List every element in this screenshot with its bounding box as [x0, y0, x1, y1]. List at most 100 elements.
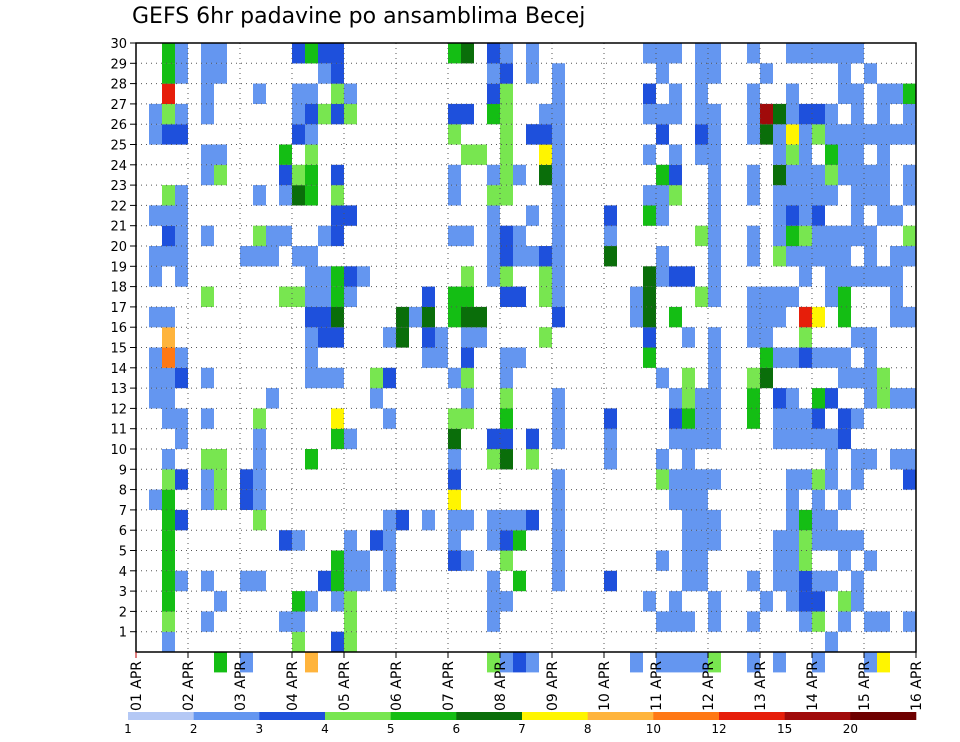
heatmap-cell	[669, 591, 682, 612]
x-tick-label: 13 APR	[753, 661, 769, 711]
heatmap-cell	[201, 469, 214, 490]
heatmap-cell	[786, 103, 799, 125]
heatmap-cell	[552, 509, 565, 531]
heatmap-cell	[201, 408, 214, 429]
heatmap-cell	[708, 63, 721, 84]
heatmap-cell	[552, 124, 565, 145]
heatmap-cell	[682, 489, 695, 510]
heatmap-cell	[448, 509, 461, 531]
heatmap-cell	[877, 124, 890, 145]
heatmap-cell	[552, 63, 565, 84]
heatmap-cell	[396, 327, 409, 348]
x-tick-label: 16 APR	[909, 661, 925, 711]
heatmap-cell	[149, 266, 162, 287]
heatmap-cell	[825, 124, 838, 145]
x-tick-label: 05 APR	[337, 661, 353, 711]
heatmap-cell	[786, 570, 799, 592]
heatmap-cell	[253, 489, 266, 510]
heatmap-cell	[318, 266, 331, 287]
heatmap-cell	[383, 570, 396, 592]
heatmap-cell	[370, 367, 383, 389]
heatmap-cell	[331, 550, 344, 571]
heatmap-cell	[812, 611, 825, 632]
heatmap-cell	[357, 570, 370, 592]
heatmap-cell	[851, 591, 864, 612]
heatmap-cell	[630, 286, 643, 307]
heatmap-cell	[812, 591, 825, 612]
heatmap-cell	[786, 185, 799, 206]
heatmap-cell	[240, 246, 253, 267]
heatmap-cell	[812, 103, 825, 125]
grid-lines	[136, 42, 916, 652]
y-tick-label: 21	[110, 220, 127, 235]
heatmap-cell	[214, 144, 227, 165]
heatmap-cell	[838, 591, 851, 612]
heatmap-cell	[903, 449, 916, 470]
heatmap-cell	[604, 246, 617, 267]
heatmap-cell	[812, 164, 825, 186]
heatmap-cell	[747, 570, 760, 592]
heatmap-cell	[435, 347, 448, 368]
heatmap-cell	[162, 327, 175, 348]
heatmap-cell	[825, 266, 838, 287]
heatmap-cell	[851, 103, 864, 125]
heatmap-cell	[903, 388, 916, 409]
heatmap-cell	[422, 306, 435, 328]
heatmap-cell	[669, 266, 682, 287]
x-tick-label: 09 APR	[545, 661, 561, 711]
heatmap-cell	[877, 367, 890, 389]
heatmap-cell	[747, 367, 760, 389]
heatmap-cell	[825, 631, 838, 653]
heatmap-cell	[812, 347, 825, 368]
heatmap-cell	[669, 164, 682, 186]
heatmap-cell	[422, 509, 435, 531]
heatmap-cell	[643, 144, 656, 165]
heatmap-cell	[773, 164, 786, 186]
heatmap-cell	[669, 83, 682, 104]
heatmap-cell	[851, 327, 864, 348]
heatmap-cell	[838, 266, 851, 287]
heatmap-cell	[812, 225, 825, 247]
heatmap-cell	[825, 225, 838, 247]
heatmap-cell	[162, 185, 175, 206]
heatmap-cell	[552, 225, 565, 247]
heatmap-cell	[643, 286, 656, 307]
heatmap-cell	[383, 509, 396, 531]
heatmap-cell	[201, 144, 214, 165]
y-tick-label: 13	[110, 382, 127, 397]
heatmap-cell	[149, 367, 162, 389]
heatmap-cell	[825, 286, 838, 307]
heatmap-cell	[500, 124, 513, 145]
heatmap-cell	[487, 185, 500, 206]
heatmap-cell	[786, 550, 799, 571]
heatmap-cell	[500, 347, 513, 368]
heatmap-cell	[799, 225, 812, 247]
heatmap-cell	[344, 266, 357, 287]
heatmap-cell	[786, 489, 799, 510]
heatmap-cell	[656, 164, 669, 186]
heatmap-cell	[331, 367, 344, 389]
heatmap-cell	[162, 570, 175, 592]
heatmap-cell	[461, 408, 474, 429]
heatmap-cell	[279, 185, 292, 206]
heatmap-cell	[773, 144, 786, 165]
heatmap-cell	[786, 286, 799, 307]
heatmap-cell	[344, 428, 357, 450]
heatmap-cell	[448, 306, 461, 328]
heatmap-cell	[487, 43, 500, 64]
heatmap-cell	[656, 652, 669, 673]
heatmap-cell	[799, 347, 812, 368]
heatmap-cell	[825, 469, 838, 490]
heatmap-cell	[162, 43, 175, 64]
heatmap-cell	[318, 570, 331, 592]
heatmap-cell	[773, 428, 786, 450]
heatmap-cell	[656, 449, 669, 470]
heatmap-cell	[292, 124, 305, 145]
heatmap-cell	[812, 570, 825, 592]
heatmap-cell	[812, 469, 825, 490]
heatmap-cell	[162, 306, 175, 328]
heatmap-cell	[487, 246, 500, 267]
heatmap-cell	[838, 611, 851, 632]
heatmap-cell	[643, 185, 656, 206]
heatmap-cell	[279, 225, 292, 247]
